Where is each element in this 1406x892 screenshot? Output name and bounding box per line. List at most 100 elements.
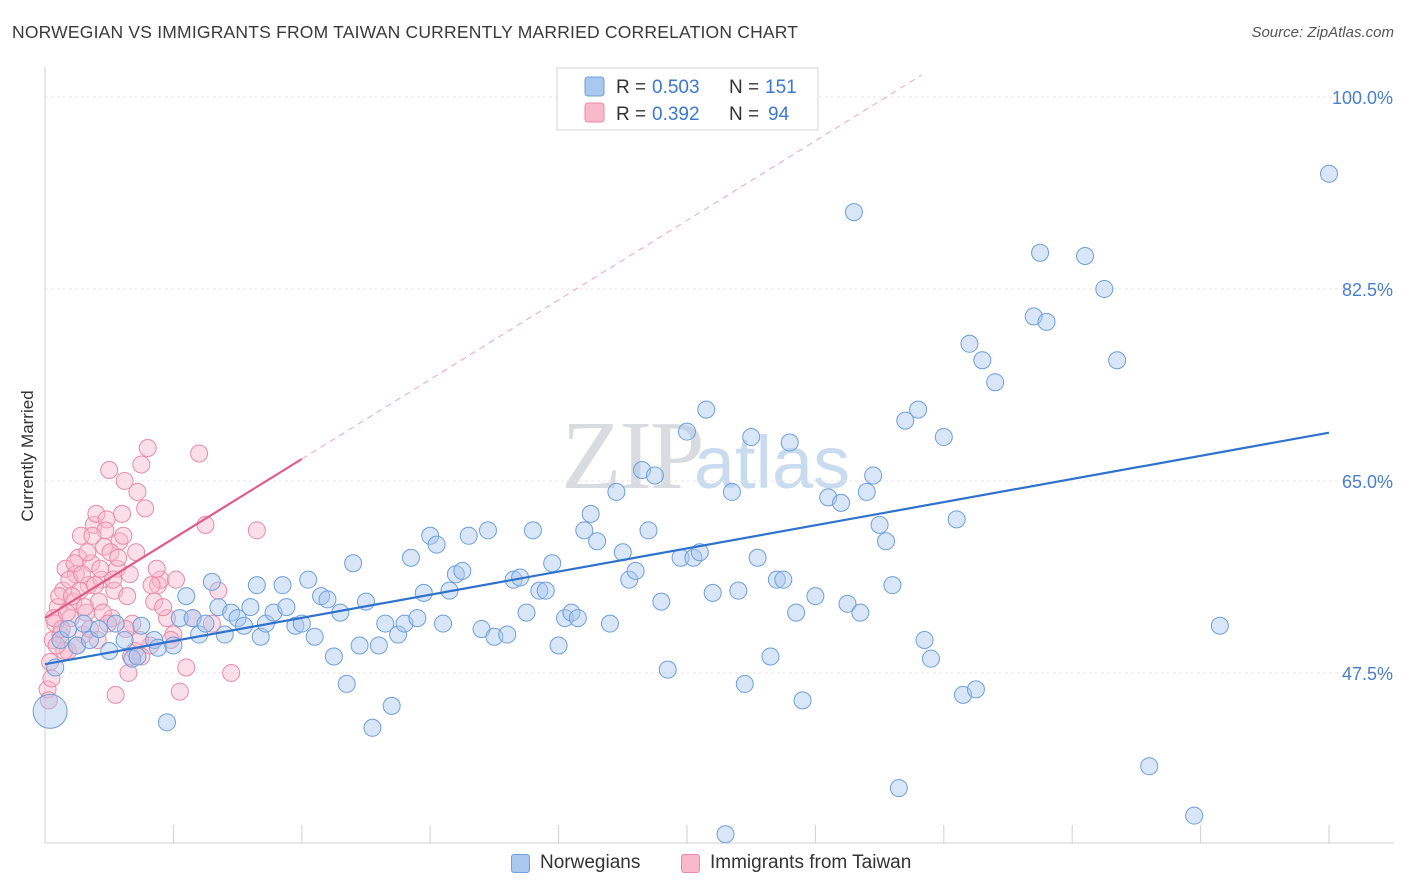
norwegian-point-101 xyxy=(735,674,754,693)
taiwan-point-42 xyxy=(151,570,170,589)
norwegian-point-74 xyxy=(543,554,562,573)
legend-swatch-norwegians xyxy=(584,76,605,97)
norwegian-point-132 xyxy=(986,373,1005,392)
taiwan-point-78 xyxy=(98,614,117,633)
norwegian-point-136 xyxy=(1076,247,1095,266)
norwegian-point-95 xyxy=(690,543,709,562)
norwegian-point-48 xyxy=(363,718,382,737)
taiwan-point-47 xyxy=(190,444,209,463)
norwegian-point-30 xyxy=(247,576,266,595)
taiwan-point-92 xyxy=(209,581,228,600)
norwegian-point-56 xyxy=(414,583,433,602)
norwegian-point-121 xyxy=(889,779,908,798)
taiwan-point-88 xyxy=(154,598,173,617)
legend: R = 0.503 N = 151 R = 0.392 N = 94 xyxy=(556,67,819,131)
norwegian-point-120 xyxy=(883,576,902,595)
legend-r-label-2: R = xyxy=(616,104,646,125)
norwegian-point-110 xyxy=(806,587,825,606)
norwegian-point-93 xyxy=(678,422,696,441)
norwegian-point-0 xyxy=(32,693,68,729)
norwegian-point-96 xyxy=(697,400,716,419)
axes xyxy=(44,67,1394,844)
norwegian-point-70 xyxy=(517,603,536,622)
taiwan-point-7 xyxy=(56,559,75,578)
taiwan-point-93 xyxy=(222,663,241,682)
norwegian-point-34 xyxy=(273,576,292,595)
norwegian-point-65 xyxy=(478,521,497,540)
y-tick-label-3: 100.0% xyxy=(1332,88,1393,108)
norwegian-point-39 xyxy=(305,627,324,646)
norwegian-point-45 xyxy=(344,554,363,573)
taiwan-point-90 xyxy=(166,570,185,589)
norwegian-point-22 xyxy=(196,614,215,633)
norwegian-point-135 xyxy=(1037,312,1056,331)
norwegian-point-91 xyxy=(658,660,677,679)
norwegian-point-38 xyxy=(299,570,318,589)
norwegian-point-99 xyxy=(722,482,741,501)
norwegian-point-113 xyxy=(838,594,857,613)
norwegian-point-62 xyxy=(453,561,472,580)
norwegian-point-41 xyxy=(318,590,337,609)
norwegian-point-81 xyxy=(588,532,607,551)
norwegian-point-13 xyxy=(132,616,151,635)
norwegian-point-104 xyxy=(761,647,780,666)
norwegian-point-100 xyxy=(729,581,748,600)
legend-r-value-2: 0.392 xyxy=(652,104,700,125)
bottom-legend-item-norwegians: Norwegians xyxy=(511,852,640,874)
taiwan-point-57 xyxy=(106,685,125,704)
norwegian-point-80 xyxy=(581,504,600,523)
legend-n-value-1: 151 xyxy=(765,77,797,98)
legend-r-label-1: R = xyxy=(616,77,646,98)
norwegian-point-127 xyxy=(947,510,966,529)
taiwan-point-30 xyxy=(115,471,134,490)
norwegian-point-46 xyxy=(350,636,369,655)
taiwan-point-67 xyxy=(91,559,110,578)
norwegian-point-85 xyxy=(620,570,639,589)
norwegian-point-83 xyxy=(607,482,626,501)
norwegian-point-75 xyxy=(549,636,568,655)
norwegian-point-139 xyxy=(1140,757,1159,776)
norwegian-point-140 xyxy=(1185,806,1204,825)
norwegian-point-89 xyxy=(645,466,664,485)
legend-r-value-1: 0.503 xyxy=(652,77,700,98)
bottom-legend-item-taiwan: Immigrants from Taiwan xyxy=(681,852,911,874)
norwegian-point-72 xyxy=(530,581,549,600)
norwegian-point-112 xyxy=(832,493,851,512)
norwegian-point-123 xyxy=(909,400,928,419)
norwegian-point-138 xyxy=(1108,351,1127,370)
legend-swatch-taiwan xyxy=(584,102,605,123)
norwegian-point-52 xyxy=(389,625,408,644)
norwegian-point-131 xyxy=(973,351,992,370)
tick-labels: 47.5%65.0%82.5%100.0%0.0%100.0% xyxy=(1332,88,1393,684)
taiwan-point-51 xyxy=(39,691,58,710)
taiwan-point-35 xyxy=(128,482,147,501)
norwegian-point-7 xyxy=(89,620,108,639)
norwegian-point-115 xyxy=(851,603,870,622)
taiwan-point-75 xyxy=(78,543,97,562)
norwegian-point-124 xyxy=(915,631,934,650)
norwegian-point-35 xyxy=(277,598,296,617)
watermark-zip: ZIP xyxy=(562,402,703,510)
norwegian-point-49 xyxy=(369,636,388,655)
source-label: Source: ZipAtlas.com xyxy=(1251,24,1394,41)
norwegian-point-116 xyxy=(857,482,876,501)
taiwan-point-87 xyxy=(147,559,166,578)
norwegian-point-12 xyxy=(128,647,147,666)
taiwan-point-81 xyxy=(114,526,133,545)
norwegian-point-114 xyxy=(844,203,863,222)
taiwan-point-61 xyxy=(50,587,69,606)
norwegian-point-129 xyxy=(960,334,979,353)
taiwan-point-38 xyxy=(138,439,157,458)
bottom-legend-swatch-norwegians xyxy=(511,853,530,873)
norwegian-point-58 xyxy=(427,535,446,554)
norwegian-point-51 xyxy=(382,696,401,715)
norwegian-point-16 xyxy=(157,713,176,732)
norwegian-point-141 xyxy=(1210,616,1229,635)
taiwan-point-43 xyxy=(157,609,176,628)
norwegian-point-90 xyxy=(652,592,671,611)
norwegian-point-109 xyxy=(793,691,812,710)
taiwan-point-36 xyxy=(132,455,151,474)
norwegian-point-5 xyxy=(74,614,93,633)
norwegian-point-142 xyxy=(1320,164,1338,183)
norwegian-point-73 xyxy=(536,581,555,600)
